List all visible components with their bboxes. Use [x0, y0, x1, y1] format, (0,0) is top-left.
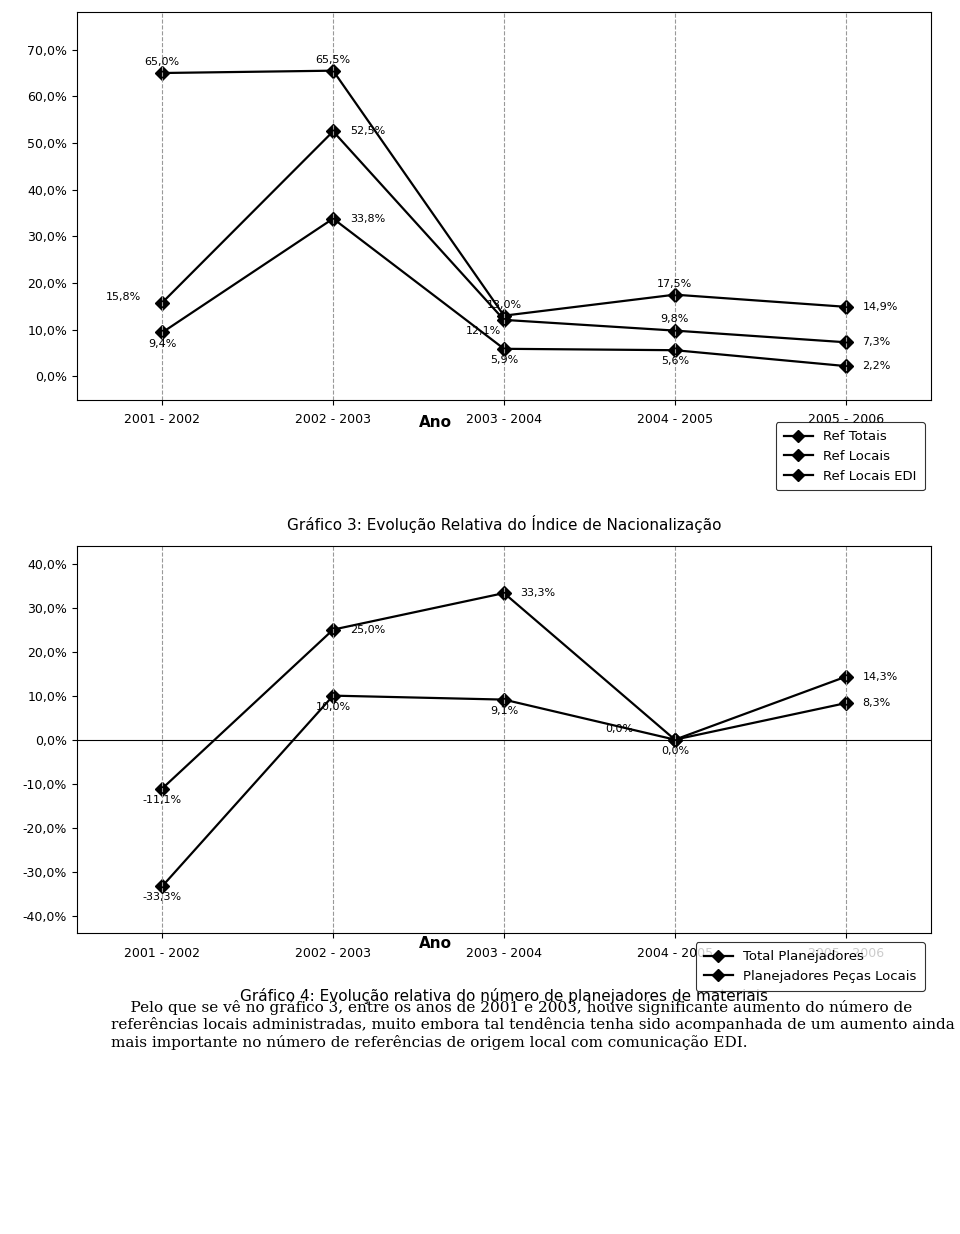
Text: Gráfico 3: Evolução Relativa do Índice de Nacionalização: Gráfico 3: Evolução Relativa do Índice d… — [287, 516, 721, 533]
Line: Planejadores Peças Locais: Planejadores Peças Locais — [157, 691, 851, 891]
Planejadores Peças Locais — [156, 879, 168, 893]
Planejadores Peças Locais — [327, 689, 339, 703]
Ref Locais — [498, 312, 510, 327]
Ref Locais — [669, 323, 681, 338]
Total Planejadores — [669, 732, 681, 747]
Text: 9,4%: 9,4% — [148, 338, 177, 348]
Planejadores Peças Locais — [498, 692, 510, 707]
Text: 17,5%: 17,5% — [658, 279, 692, 289]
Total Planejadores — [840, 669, 852, 684]
Planejadores Peças Locais — [840, 696, 852, 711]
Total Planejadores — [156, 781, 168, 796]
Ref Totais — [156, 65, 168, 80]
Line: Total Planejadores: Total Planejadores — [157, 589, 851, 793]
Ref Locais — [156, 295, 168, 310]
Text: 14,3%: 14,3% — [862, 671, 898, 681]
Text: 2,2%: 2,2% — [862, 362, 891, 371]
Text: 33,8%: 33,8% — [349, 213, 385, 223]
Text: 52,5%: 52,5% — [349, 126, 385, 136]
Ref Locais EDI — [840, 359, 852, 374]
Text: -11,1%: -11,1% — [143, 795, 181, 805]
Ref Totais — [669, 288, 681, 302]
Total Planejadores — [498, 586, 510, 601]
Text: 5,9%: 5,9% — [490, 355, 518, 365]
Legend: Total Planejadores, Planejadores Peças Locais: Total Planejadores, Planejadores Peças L… — [696, 943, 924, 991]
Ref Totais — [498, 308, 510, 323]
Text: Gráfico 4: Evolução relativa do número de planejadores de materiais: Gráfico 4: Evolução relativa do número d… — [240, 987, 768, 1003]
Text: 9,1%: 9,1% — [490, 706, 518, 716]
Text: Ano: Ano — [420, 415, 452, 431]
Ref Locais EDI — [327, 211, 339, 226]
Text: 5,6%: 5,6% — [660, 357, 689, 366]
Text: 8,3%: 8,3% — [862, 698, 891, 708]
Text: 0,0%: 0,0% — [605, 723, 634, 733]
Text: 10,0%: 10,0% — [316, 702, 350, 712]
Text: 13,0%: 13,0% — [487, 300, 521, 310]
Total Planejadores — [327, 622, 339, 637]
Text: 25,0%: 25,0% — [349, 624, 385, 634]
Ref Totais — [840, 300, 852, 315]
Line: Ref Locais: Ref Locais — [157, 126, 851, 347]
Text: Pelo que se vê no gráfico 3, entre os anos de 2001 e 2003, houve significante au: Pelo que se vê no gráfico 3, entre os an… — [111, 1000, 955, 1050]
Ref Locais EDI — [498, 342, 510, 357]
Ref Locais EDI — [669, 343, 681, 358]
Ref Totais — [327, 63, 339, 78]
Ref Locais EDI — [156, 325, 168, 339]
Planejadores Peças Locais — [669, 732, 681, 747]
Legend: Ref Totais, Ref Locais, Ref Locais EDI: Ref Totais, Ref Locais, Ref Locais EDI — [776, 422, 924, 490]
Line: Ref Locais EDI: Ref Locais EDI — [157, 213, 851, 371]
Text: 14,9%: 14,9% — [862, 302, 898, 312]
Text: 0,0%: 0,0% — [660, 745, 689, 755]
Text: 12,1%: 12,1% — [466, 326, 501, 336]
Text: 15,8%: 15,8% — [107, 292, 141, 302]
Line: Ref Totais: Ref Totais — [157, 65, 851, 321]
Text: -33,3%: -33,3% — [143, 892, 181, 902]
Text: 33,3%: 33,3% — [520, 589, 556, 598]
Ref Locais — [840, 334, 852, 349]
Text: 9,8%: 9,8% — [660, 315, 689, 325]
Text: Ano: Ano — [420, 935, 452, 950]
Text: 65,0%: 65,0% — [145, 57, 180, 67]
Text: 7,3%: 7,3% — [862, 337, 891, 347]
Text: 65,5%: 65,5% — [316, 54, 350, 64]
Ref Locais — [327, 123, 339, 138]
